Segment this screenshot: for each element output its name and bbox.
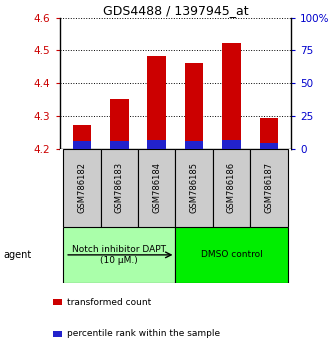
Bar [138,149,175,227]
Title: GDS4488 / 1397945_at: GDS4488 / 1397945_at [103,4,248,17]
Text: GSM786186: GSM786186 [227,162,236,213]
Bar [260,143,278,149]
Text: DMSO control: DMSO control [201,250,262,259]
Bar [175,227,288,283]
Text: transformed count: transformed count [67,297,152,307]
Bar [185,141,204,149]
Bar [213,149,250,227]
Bar [222,140,241,149]
Bar [110,142,129,149]
Text: GSM786184: GSM786184 [152,162,161,213]
Bar [222,43,241,149]
Text: Notch inhibitor DAPT
(10 μM.): Notch inhibitor DAPT (10 μM.) [72,245,166,264]
Bar [53,299,63,305]
Bar [73,142,91,149]
Bar [110,98,129,149]
Bar [101,149,138,227]
Bar [63,227,175,283]
Bar [185,63,204,149]
Bar [147,139,166,149]
Text: GSM786183: GSM786183 [115,162,124,213]
Bar [260,118,278,149]
Bar [53,331,63,337]
Bar [250,149,288,227]
Text: percentile rank within the sample: percentile rank within the sample [67,329,220,338]
Bar [147,56,166,149]
Bar [73,125,91,149]
Bar [63,149,101,227]
Text: GSM786182: GSM786182 [77,162,86,213]
Text: GSM786185: GSM786185 [190,162,199,213]
Text: agent: agent [3,250,31,260]
Text: GSM786187: GSM786187 [264,162,273,213]
Bar [175,149,213,227]
